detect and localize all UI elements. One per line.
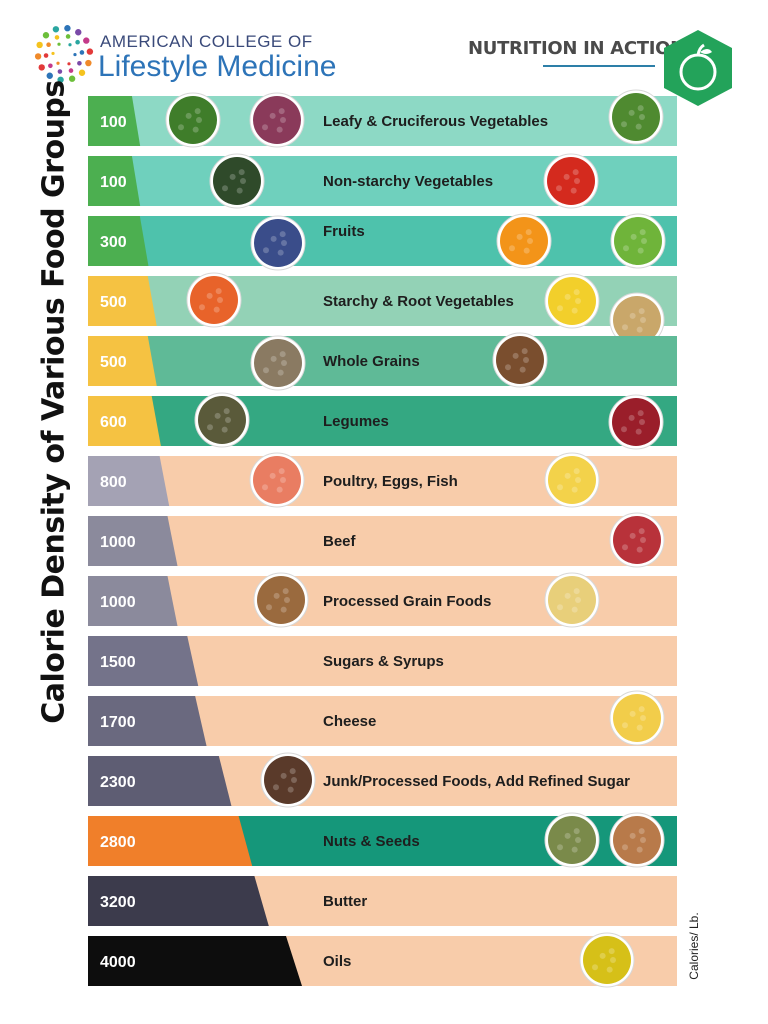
org-name-line1: AMERICAN COLLEGE OF xyxy=(100,32,313,51)
grain-mix-icon xyxy=(492,332,548,388)
category-label: Cheese xyxy=(323,713,376,730)
value-bar xyxy=(88,156,141,206)
lentils-icon xyxy=(194,392,250,448)
category-label: Beef xyxy=(323,533,357,550)
bar-row-12: 2300 Junk/Processed Foods, Add Refined Su… xyxy=(88,752,677,808)
value-label: 1000 xyxy=(100,594,136,611)
kale-salad-icon xyxy=(249,92,305,148)
bar-row-14: 3200 Butter xyxy=(88,876,677,926)
bar-row-2: 100 Non-starchy Vegetables xyxy=(88,153,677,209)
value-label: 500 xyxy=(100,354,127,371)
value-bar xyxy=(88,336,157,386)
value-label: 2300 xyxy=(100,774,136,791)
bar-row-1: 100 Leafy & Cruciferous Vegetables xyxy=(88,89,677,148)
category-label: Sugars & Syrups xyxy=(323,653,444,670)
value-label: 1500 xyxy=(100,654,136,671)
value-label: 800 xyxy=(100,474,127,491)
swiss-cheese-icon xyxy=(609,690,665,746)
value-label: 1000 xyxy=(100,534,136,551)
kiwi-icon xyxy=(610,213,666,269)
soda-icon xyxy=(260,752,316,808)
bar-row-6: 600 Legumes xyxy=(88,392,677,450)
category-label: Leafy & Cruciferous Vegetables xyxy=(323,113,548,130)
value-bar xyxy=(88,96,141,146)
blueberries-icon xyxy=(250,215,306,271)
corn-icon xyxy=(544,273,600,329)
bar-row-8: 1000 Beef xyxy=(88,512,677,568)
value-bar xyxy=(88,876,269,926)
value-bar xyxy=(88,936,302,986)
value-bar xyxy=(88,816,253,866)
category-label: Junk/Processed Foods, Add Refined Sugar xyxy=(323,773,630,790)
section-title: NUTRITION IN ACTION xyxy=(468,38,685,59)
value-bar xyxy=(88,396,161,446)
almonds-icon xyxy=(609,812,665,868)
value-label: 1700 xyxy=(100,714,136,731)
category-band xyxy=(88,396,677,446)
value-label: 3200 xyxy=(100,894,136,911)
value-label: 4000 xyxy=(100,954,136,971)
pumpkin-seeds-icon xyxy=(544,812,600,868)
pasta-icon xyxy=(544,572,600,628)
green-leaf-icon xyxy=(608,89,664,145)
category-label: Poultry, Eggs, Fish xyxy=(323,473,458,490)
bar-row-11: 1700 Cheese xyxy=(88,690,677,746)
value-label: 100 xyxy=(100,174,127,191)
bar-row-3: 300 Fruits xyxy=(88,213,677,271)
category-label: Fruits xyxy=(323,223,365,240)
olive-oil-icon xyxy=(579,932,635,988)
bar-row-9: 1000 Processed Grain Foods xyxy=(88,572,677,628)
bar-row-10: 1500 Sugars & Syrups xyxy=(88,636,677,686)
category-band xyxy=(88,516,677,566)
carrots-icon xyxy=(186,272,242,328)
value-bar xyxy=(88,276,157,326)
value-bar xyxy=(88,216,149,266)
value-label: 500 xyxy=(100,294,127,311)
bar-row-7: 800 Poultry, Eggs, Fish xyxy=(88,452,677,508)
value-label: 2800 xyxy=(100,834,136,851)
section-title-underline xyxy=(543,65,655,67)
bar-row-4: 500 Starchy & Root Vegetables xyxy=(88,272,677,348)
value-label: 300 xyxy=(100,234,127,251)
value-bar xyxy=(88,756,232,806)
tomato-icon xyxy=(543,153,599,209)
category-label: Nuts & Seeds xyxy=(323,833,420,850)
broccoli-icon xyxy=(165,92,221,148)
fried-eggs-icon xyxy=(544,452,600,508)
category-band xyxy=(88,336,677,386)
bar-row-15: 4000 Oils xyxy=(88,932,677,988)
salmon-icon xyxy=(249,452,305,508)
cereal-icon xyxy=(253,572,309,628)
value-label: 100 xyxy=(100,114,127,131)
kidney-beans-icon xyxy=(608,394,664,450)
apple-icon xyxy=(658,28,738,108)
category-label: Non-starchy Vegetables xyxy=(323,173,493,190)
potatoes-icon xyxy=(609,292,665,348)
category-label: Whole Grains xyxy=(323,353,420,370)
org-name-line2: Lifestyle Medicine xyxy=(98,50,337,83)
wild-rice-icon xyxy=(250,335,306,391)
category-label: Legumes xyxy=(323,413,389,430)
value-bar xyxy=(88,696,207,746)
value-bar xyxy=(88,456,170,506)
value-bar xyxy=(88,636,199,686)
category-label: Butter xyxy=(323,893,367,910)
value-bar xyxy=(88,516,178,566)
dotted-circle-logo-icon xyxy=(34,24,94,84)
bar-row-13: 2800 Nuts & Seeds xyxy=(88,812,677,868)
value-bar xyxy=(88,576,178,626)
steak-icon xyxy=(609,512,665,568)
value-label: 600 xyxy=(100,414,127,431)
orange-icon xyxy=(496,213,552,269)
category-label: Starchy & Root Vegetables xyxy=(323,293,514,310)
bar-row-5: 500 Whole Grains xyxy=(88,332,677,391)
category-label: Oils xyxy=(323,953,351,970)
category-label: Processed Grain Foods xyxy=(323,593,491,610)
category-band xyxy=(88,216,677,266)
zucchini-icon xyxy=(209,153,265,209)
